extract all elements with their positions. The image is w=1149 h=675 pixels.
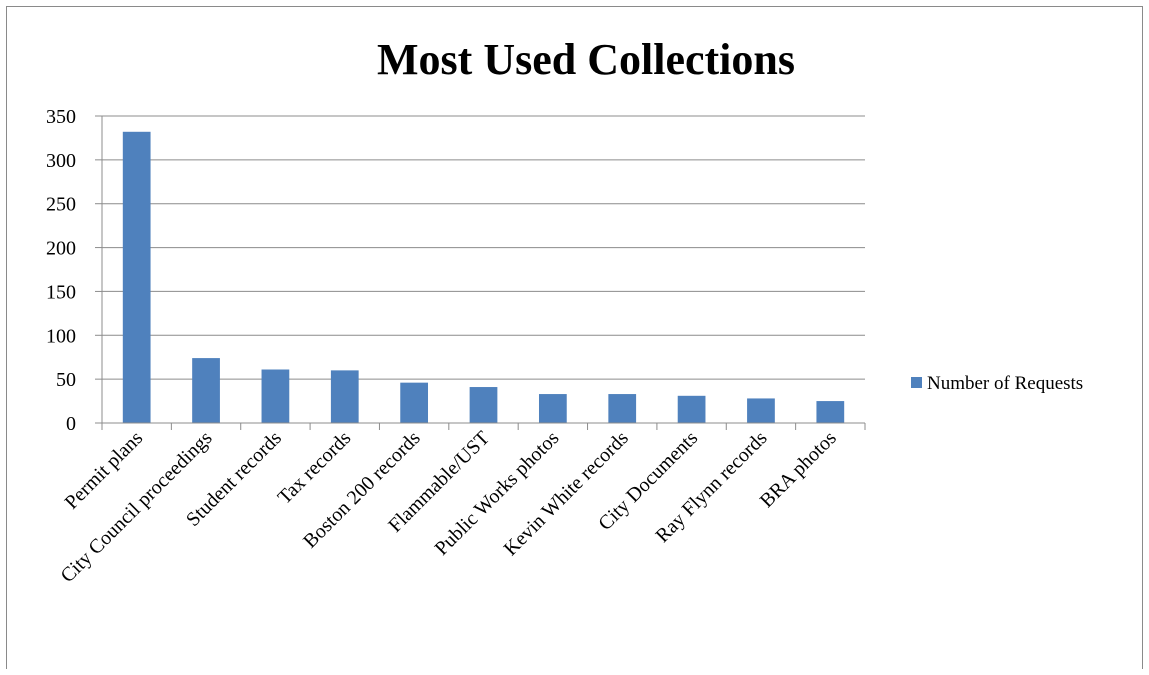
chart-title: Most Used Collections	[377, 35, 795, 84]
y-tick-label-150: 150	[46, 281, 76, 303]
legend: Number of Requests	[911, 373, 1083, 394]
y-tick-label-250: 250	[46, 194, 76, 216]
legend-swatch	[911, 377, 922, 388]
bar-public-works-photos	[538, 394, 567, 423]
bar-bra-photos	[816, 401, 845, 423]
x-tick-label-public-works-photos: Public Works photos	[431, 427, 564, 560]
bar-city-council-proceedings	[192, 358, 220, 423]
bar-permit-plans	[122, 131, 151, 423]
bar-student-records	[261, 369, 290, 423]
x-tick-label-boston-200-records: Boston 200 records	[299, 427, 425, 553]
bar-kevin-white-records	[608, 394, 637, 423]
bar-city-documents	[677, 395, 706, 423]
axes	[95, 115, 866, 430]
bar-tax-records	[330, 370, 359, 423]
y-tick-label-200: 200	[46, 238, 76, 260]
y-tick-label-50: 50	[56, 369, 76, 391]
bar-ray-flynn-records	[747, 398, 775, 423]
y-tick-label-100: 100	[46, 325, 76, 347]
y-axis-tick-labels: 0 50 100 150 200 250 300 350	[46, 106, 76, 435]
chart-frame	[6, 6, 1143, 669]
y-tick-label-350: 350	[46, 106, 76, 128]
bar-flammable-ust	[469, 387, 498, 423]
bars	[122, 131, 845, 423]
bar-boston-200-records	[400, 382, 429, 423]
y-tick-label-300: 300	[46, 150, 76, 172]
gridlines	[102, 115, 865, 380]
y-tick-label-0: 0	[66, 413, 76, 435]
legend-label-number-of-requests: Number of Requests	[927, 373, 1083, 394]
x-tick-label-kevin-white-records: Kevin White records	[500, 427, 633, 560]
